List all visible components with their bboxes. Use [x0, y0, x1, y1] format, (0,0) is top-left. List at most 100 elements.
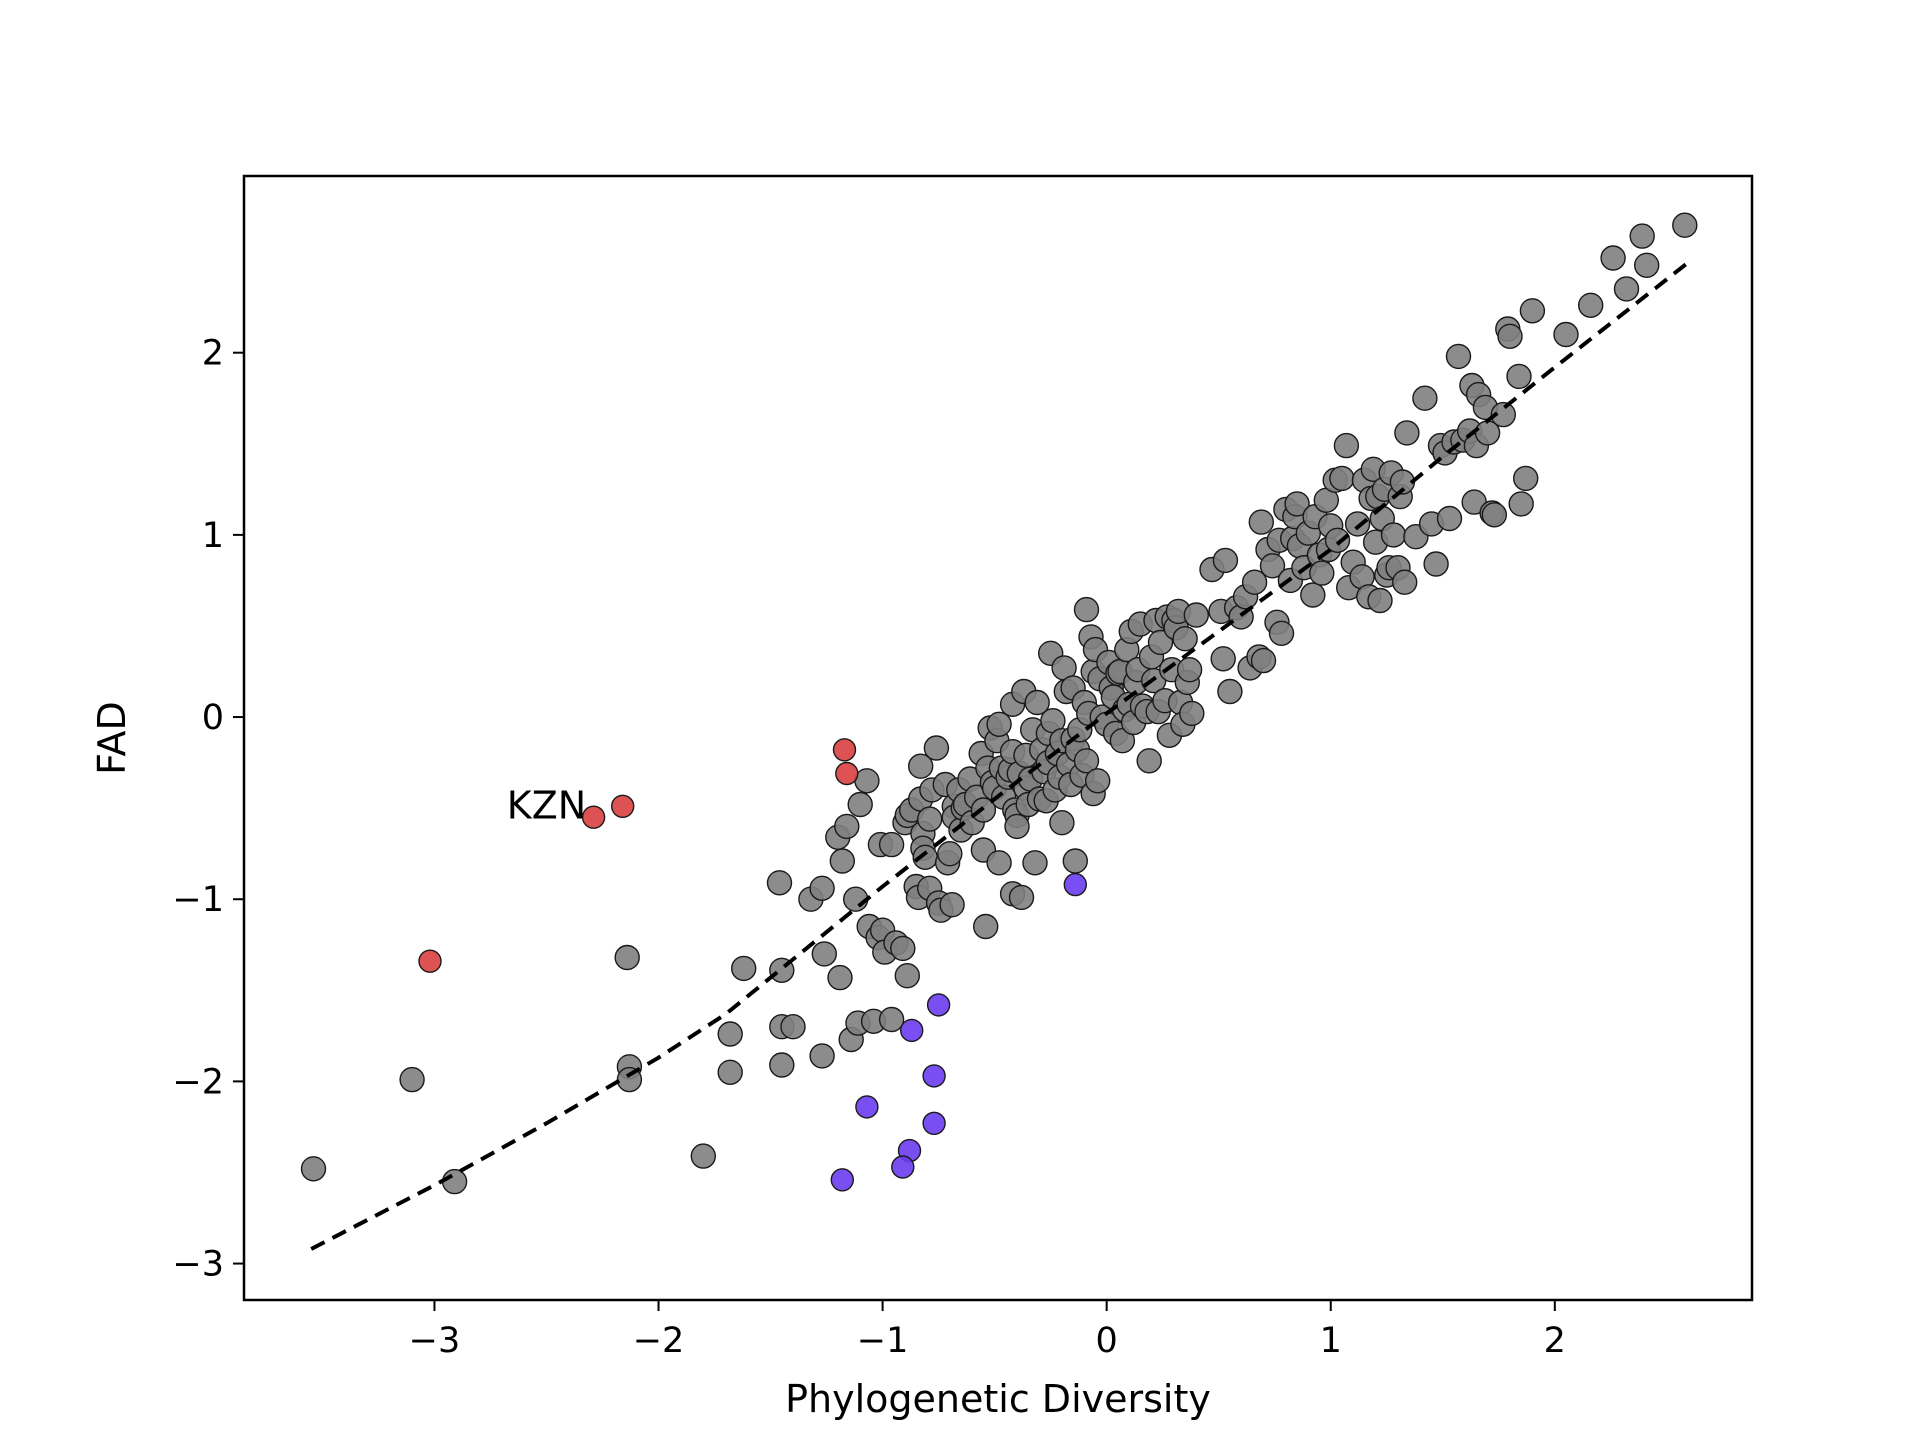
x-tick-label: −3 — [409, 1321, 461, 1361]
gray-point — [780, 1013, 806, 1040]
gray-point — [827, 964, 853, 991]
y-tick-label: −1 — [172, 880, 224, 920]
gray-point — [1394, 420, 1420, 446]
gray-point — [399, 1066, 425, 1093]
gray-point — [1629, 223, 1655, 249]
gray-point — [811, 941, 837, 967]
y-tick-label: 1 — [202, 516, 224, 556]
gray-point — [1613, 276, 1640, 302]
gray-point — [1136, 748, 1162, 774]
gray-point — [1062, 848, 1089, 874]
gray-point — [1309, 560, 1335, 586]
gray-point — [1147, 629, 1174, 656]
gray-point — [1577, 292, 1604, 318]
gray-point — [917, 806, 943, 832]
gray-point — [1633, 252, 1660, 278]
gray-point — [1600, 245, 1626, 271]
annotations-layer: KZN — [507, 783, 586, 827]
red-point — [835, 761, 859, 786]
red-point — [581, 805, 606, 829]
gray-point — [937, 841, 963, 867]
gray-point — [1367, 587, 1393, 614]
gray-point — [1212, 547, 1239, 574]
gray-point — [766, 870, 793, 896]
red-point — [611, 794, 635, 818]
gray-point — [1490, 401, 1517, 428]
gray-point — [1210, 646, 1236, 672]
gray-point — [973, 913, 999, 940]
gray-point — [1172, 626, 1198, 652]
gray-point — [1284, 491, 1310, 517]
gray-point — [1445, 343, 1472, 370]
x-axis-ticks: −3 −2 −1 0 1 2 — [409, 1300, 1566, 1361]
gray-point — [1022, 850, 1048, 876]
plot-frame — [242, 174, 1754, 1302]
gray-point — [441, 1168, 468, 1195]
gray-point — [1241, 569, 1268, 595]
gray-point — [1176, 657, 1203, 683]
blue-point — [900, 1018, 924, 1043]
gray-point — [717, 1021, 743, 1047]
y-axis-ticks: −3 −2 −1 0 1 2 — [172, 334, 244, 1285]
gray-point — [1300, 582, 1326, 608]
annotation-label: KZN — [507, 783, 586, 827]
gray-point — [717, 1059, 743, 1086]
gray-point — [1423, 551, 1449, 577]
gray-point — [1024, 689, 1050, 716]
gray-point — [1084, 768, 1111, 794]
gray-point — [1250, 647, 1277, 674]
red-point — [418, 949, 442, 973]
gray-point — [1497, 323, 1523, 349]
y-tick-label: −2 — [172, 1062, 224, 1102]
x-tick-label: −1 — [857, 1321, 909, 1361]
gray-point — [1259, 553, 1286, 579]
gray-point — [1073, 596, 1100, 623]
gray-point — [1268, 620, 1295, 646]
gray-point — [1073, 748, 1100, 774]
gray-point — [731, 955, 757, 982]
gray-point — [1217, 678, 1243, 705]
gray-point — [1506, 363, 1532, 390]
gray-point — [1412, 385, 1438, 411]
gray-point — [614, 944, 640, 971]
gray-point — [847, 791, 873, 818]
gray-point — [908, 753, 934, 779]
gray-point — [939, 892, 965, 918]
gray-point — [1008, 884, 1035, 911]
gray-point — [878, 831, 905, 858]
blue-point — [855, 1095, 879, 1119]
points-layer — [300, 212, 1698, 1195]
gray-point — [923, 735, 950, 761]
gray-point — [1512, 465, 1539, 492]
gray-point — [894, 963, 920, 989]
gray-point — [1508, 491, 1534, 517]
gray-point — [1248, 509, 1275, 535]
gray-point — [1109, 728, 1136, 754]
gray-point — [1519, 298, 1546, 324]
gray-point — [300, 1156, 327, 1182]
gray-point — [890, 935, 916, 962]
gray-point — [1380, 522, 1407, 548]
gray-point — [1553, 321, 1579, 348]
gray-point — [1329, 465, 1355, 492]
gray-point — [690, 1143, 716, 1169]
blue-point — [830, 1168, 854, 1192]
gray-point — [1333, 432, 1360, 459]
gray-point — [986, 711, 1012, 737]
gray-point — [854, 768, 880, 794]
blue-point — [922, 1064, 946, 1088]
gray-point — [1183, 602, 1210, 628]
gray-point — [1391, 569, 1418, 595]
gray-point — [809, 1043, 835, 1069]
x-tick-label: −2 — [633, 1321, 685, 1361]
trend-line — [310, 260, 1691, 1251]
x-tick-label: 2 — [1544, 1321, 1566, 1361]
blue-point — [1063, 872, 1088, 897]
red-point — [832, 738, 857, 762]
gray-point — [1179, 700, 1205, 727]
blue-point — [926, 993, 951, 1017]
y-tick-label: 2 — [202, 334, 224, 374]
x-tick-label: 1 — [1320, 1321, 1342, 1361]
